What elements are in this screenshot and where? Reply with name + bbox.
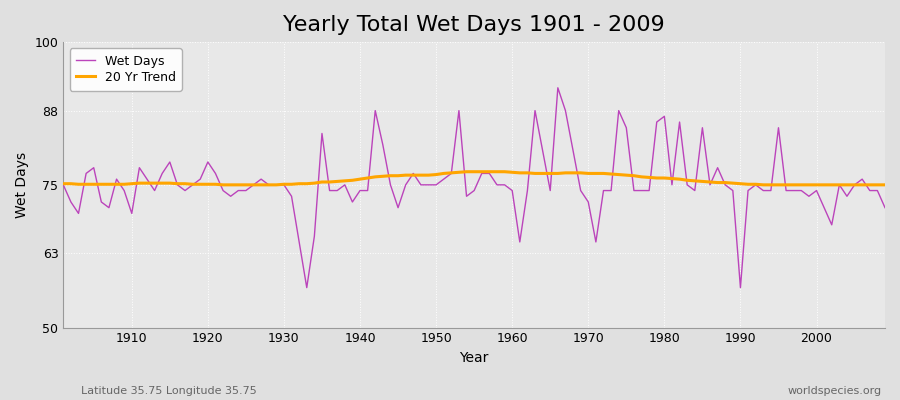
Wet Days — [339, 182, 350, 187]
Wet Days — [119, 188, 130, 193]
Wet Days — [302, 285, 312, 290]
20 Yr Trend — [522, 170, 533, 175]
20 Yr Trend — [879, 182, 890, 187]
X-axis label: Year: Year — [460, 351, 489, 365]
20 Yr Trend — [58, 181, 68, 186]
20 Yr Trend — [119, 182, 130, 187]
Text: Latitude 35.75 Longitude 35.75: Latitude 35.75 Longitude 35.75 — [81, 386, 256, 396]
Y-axis label: Wet Days: Wet Days — [15, 152, 29, 218]
Wet Days — [613, 108, 624, 113]
Title: Yearly Total Wet Days 1901 - 2009: Yearly Total Wet Days 1901 - 2009 — [284, 15, 665, 35]
20 Yr Trend — [218, 182, 229, 187]
Wet Days — [553, 85, 563, 90]
20 Yr Trend — [461, 169, 472, 174]
Wet Days — [507, 188, 517, 193]
Wet Days — [515, 240, 526, 244]
20 Yr Trend — [515, 170, 526, 175]
20 Yr Trend — [613, 172, 624, 177]
Wet Days — [58, 182, 68, 187]
Wet Days — [879, 205, 890, 210]
Legend: Wet Days, 20 Yr Trend: Wet Days, 20 Yr Trend — [69, 48, 182, 91]
Line: Wet Days: Wet Days — [63, 88, 885, 288]
20 Yr Trend — [339, 178, 350, 183]
20 Yr Trend — [293, 181, 304, 186]
Text: worldspecies.org: worldspecies.org — [788, 386, 882, 396]
Line: 20 Yr Trend: 20 Yr Trend — [63, 172, 885, 185]
Wet Days — [286, 194, 297, 199]
